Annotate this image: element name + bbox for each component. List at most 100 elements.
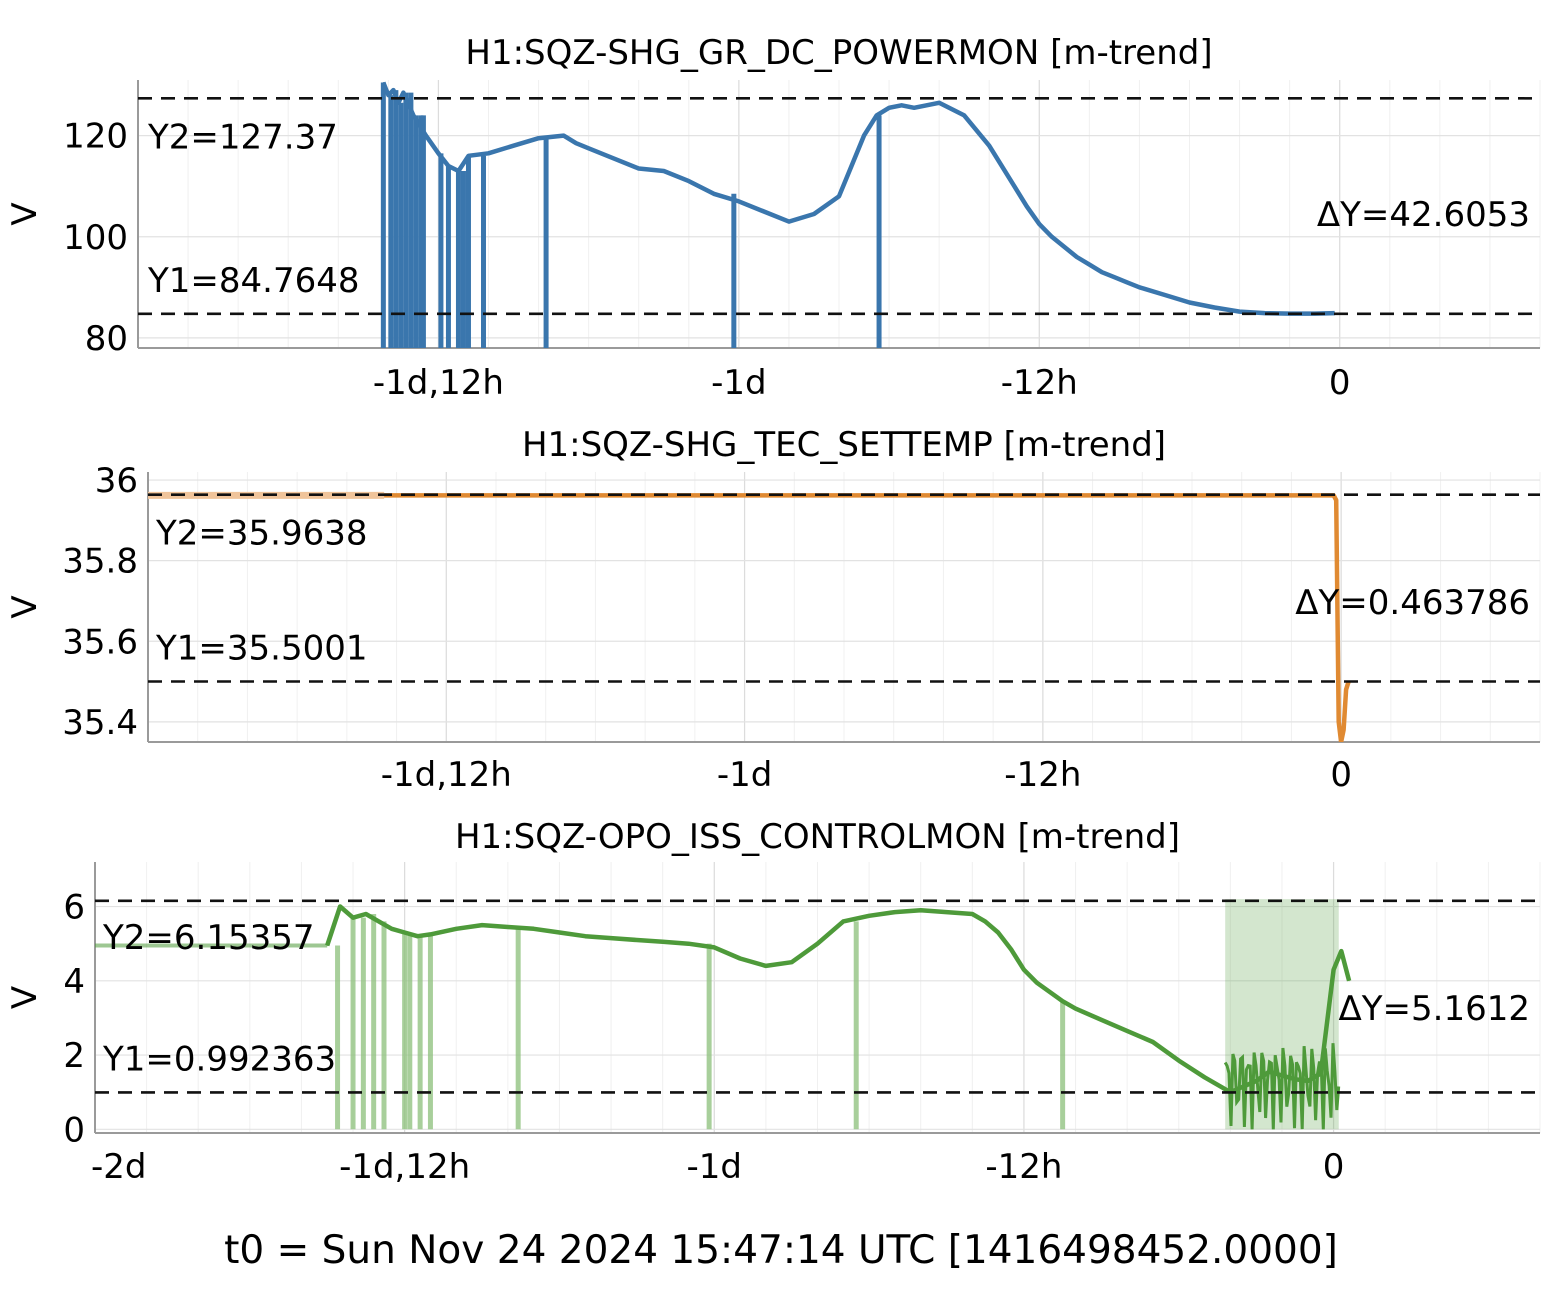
data-point bbox=[1038, 223, 1040, 225]
data-point bbox=[817, 943, 818, 945]
data-point bbox=[876, 114, 878, 116]
data-point bbox=[938, 102, 940, 104]
data-point bbox=[1075, 1008, 1077, 1010]
y-tick-label: 4 bbox=[63, 962, 85, 1002]
cursor-y1-label: Y1=0.992363 bbox=[102, 1039, 336, 1079]
x-tick-label: -12h bbox=[1004, 755, 1081, 795]
cursor-delta-label: ΔY=42.6053 bbox=[1317, 195, 1530, 235]
data-point bbox=[1320, 1073, 1322, 1075]
cursor-y1-label: Y1=84.7648 bbox=[147, 261, 360, 301]
data-point bbox=[417, 935, 419, 937]
data-point bbox=[1062, 1000, 1064, 1002]
data-point bbox=[1294, 1078, 1296, 1080]
y-tick-label: 0 bbox=[63, 1110, 85, 1150]
y-tick-label: 6 bbox=[63, 888, 85, 928]
data-point bbox=[447, 165, 449, 167]
y-tick-label: 80 bbox=[85, 319, 128, 359]
data-point bbox=[467, 155, 469, 157]
y-tick-label: 35.8 bbox=[62, 542, 138, 582]
data-point bbox=[868, 915, 870, 917]
data-point bbox=[1076, 256, 1078, 258]
data-point bbox=[1126, 281, 1128, 283]
data-point bbox=[913, 107, 915, 109]
y-tick-label: 35.4 bbox=[62, 703, 138, 743]
data-point bbox=[851, 165, 853, 167]
data-point bbox=[1268, 1071, 1270, 1073]
y-tick-label: 35.6 bbox=[62, 622, 138, 662]
x-tick-label: -1d bbox=[687, 1147, 742, 1187]
y-axis-label: V bbox=[5, 595, 45, 618]
data-point bbox=[713, 946, 715, 948]
data-point bbox=[392, 89, 394, 91]
data-point bbox=[1178, 1060, 1180, 1062]
y-tick-label: 2 bbox=[63, 1036, 85, 1076]
data-point bbox=[997, 932, 999, 934]
data-point bbox=[507, 926, 509, 928]
chart-panel-3: 0 2 4 6 -2d -1d,12h -1d -12h 0 H1:SQZ-OPO_ISS_CON… bbox=[5, 817, 1541, 1187]
data-point bbox=[687, 943, 689, 945]
chart-title: H1:SQZ-SHG_TEC_SETTEMP [m-trend] bbox=[522, 425, 1166, 465]
data-point bbox=[1010, 948, 1012, 950]
cursor-y2-label: Y2=127.37 bbox=[147, 117, 338, 157]
x-tick-label: 0 bbox=[1323, 1147, 1345, 1187]
y-tick-label: 100 bbox=[63, 218, 128, 258]
data-point bbox=[455, 928, 457, 930]
data-point bbox=[352, 917, 354, 919]
chart-panel-1: 80 100 120 -1d,12h -1d -12h 0 H1:SQZ-SHG_GR_DC_… bbox=[5, 33, 1541, 403]
plot-area bbox=[95, 899, 1352, 1130]
data-point bbox=[1264, 312, 1266, 314]
x-tick-label: -12h bbox=[1001, 363, 1078, 403]
data-point bbox=[1163, 294, 1165, 296]
cursor-delta-label: ΔY=0.463786 bbox=[1295, 583, 1530, 623]
data-point bbox=[1204, 1076, 1206, 1078]
data-point bbox=[1063, 246, 1065, 248]
data-point bbox=[1126, 1030, 1128, 1032]
data-point bbox=[1307, 1080, 1309, 1082]
data-point bbox=[863, 135, 865, 137]
cursor-y1-label: Y1=35.5001 bbox=[155, 629, 368, 669]
data-point bbox=[1338, 721, 1340, 723]
data-point bbox=[842, 920, 844, 922]
data-point bbox=[488, 152, 489, 154]
data-point bbox=[971, 913, 973, 915]
data-point bbox=[920, 909, 922, 911]
data-point bbox=[425, 135, 427, 137]
data-point bbox=[988, 145, 990, 147]
data-point bbox=[1348, 980, 1350, 982]
data-point bbox=[894, 911, 896, 913]
data-point bbox=[610, 937, 612, 939]
data-point bbox=[1189, 301, 1190, 303]
data-point bbox=[663, 170, 665, 172]
y-tick-label: 36 bbox=[95, 461, 138, 501]
data-point bbox=[1242, 1086, 1244, 1088]
plot-area bbox=[380, 81, 1336, 348]
data-point bbox=[412, 114, 414, 116]
data-point bbox=[1340, 950, 1342, 952]
time-origin-footer: t0 = Sun Nov 24 2024 15:47:14 UTC [14164… bbox=[224, 1228, 1338, 1273]
data-point bbox=[1152, 1041, 1154, 1043]
data-point bbox=[575, 142, 577, 144]
data-point bbox=[326, 945, 328, 947]
x-tick-label: -1d,12h bbox=[339, 1147, 470, 1187]
x-tick-label: -1d bbox=[717, 755, 772, 795]
data-point bbox=[1239, 311, 1241, 313]
data-point bbox=[1036, 982, 1038, 984]
data-point bbox=[404, 932, 406, 934]
data-point bbox=[739, 958, 741, 960]
data-point bbox=[391, 928, 393, 930]
data-point bbox=[365, 913, 367, 915]
x-tick-label: -1d,12h bbox=[381, 755, 512, 795]
data-point bbox=[838, 195, 840, 197]
data-point bbox=[513, 145, 515, 147]
data-point bbox=[588, 147, 590, 149]
data-point bbox=[563, 135, 565, 137]
cursor-delta-label: ΔY=5.1612 bbox=[1339, 989, 1530, 1029]
series-line bbox=[381, 81, 1335, 316]
data-point bbox=[763, 210, 765, 212]
data-point bbox=[382, 82, 384, 84]
data-point bbox=[1255, 1080, 1257, 1082]
data-point bbox=[1214, 307, 1216, 309]
series-line bbox=[325, 904, 1352, 1095]
x-tick-label: -1d,12h bbox=[373, 363, 504, 403]
